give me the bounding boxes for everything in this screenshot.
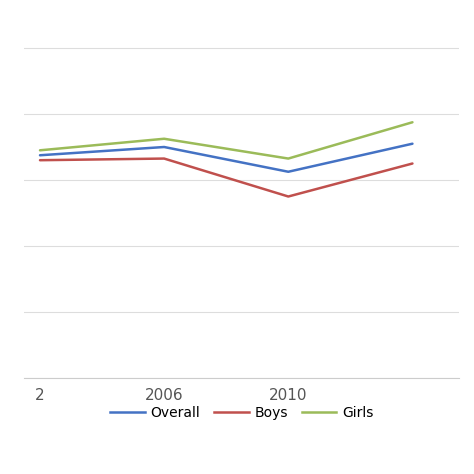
- Legend: Overall, Boys, Girls: Overall, Boys, Girls: [105, 401, 379, 426]
